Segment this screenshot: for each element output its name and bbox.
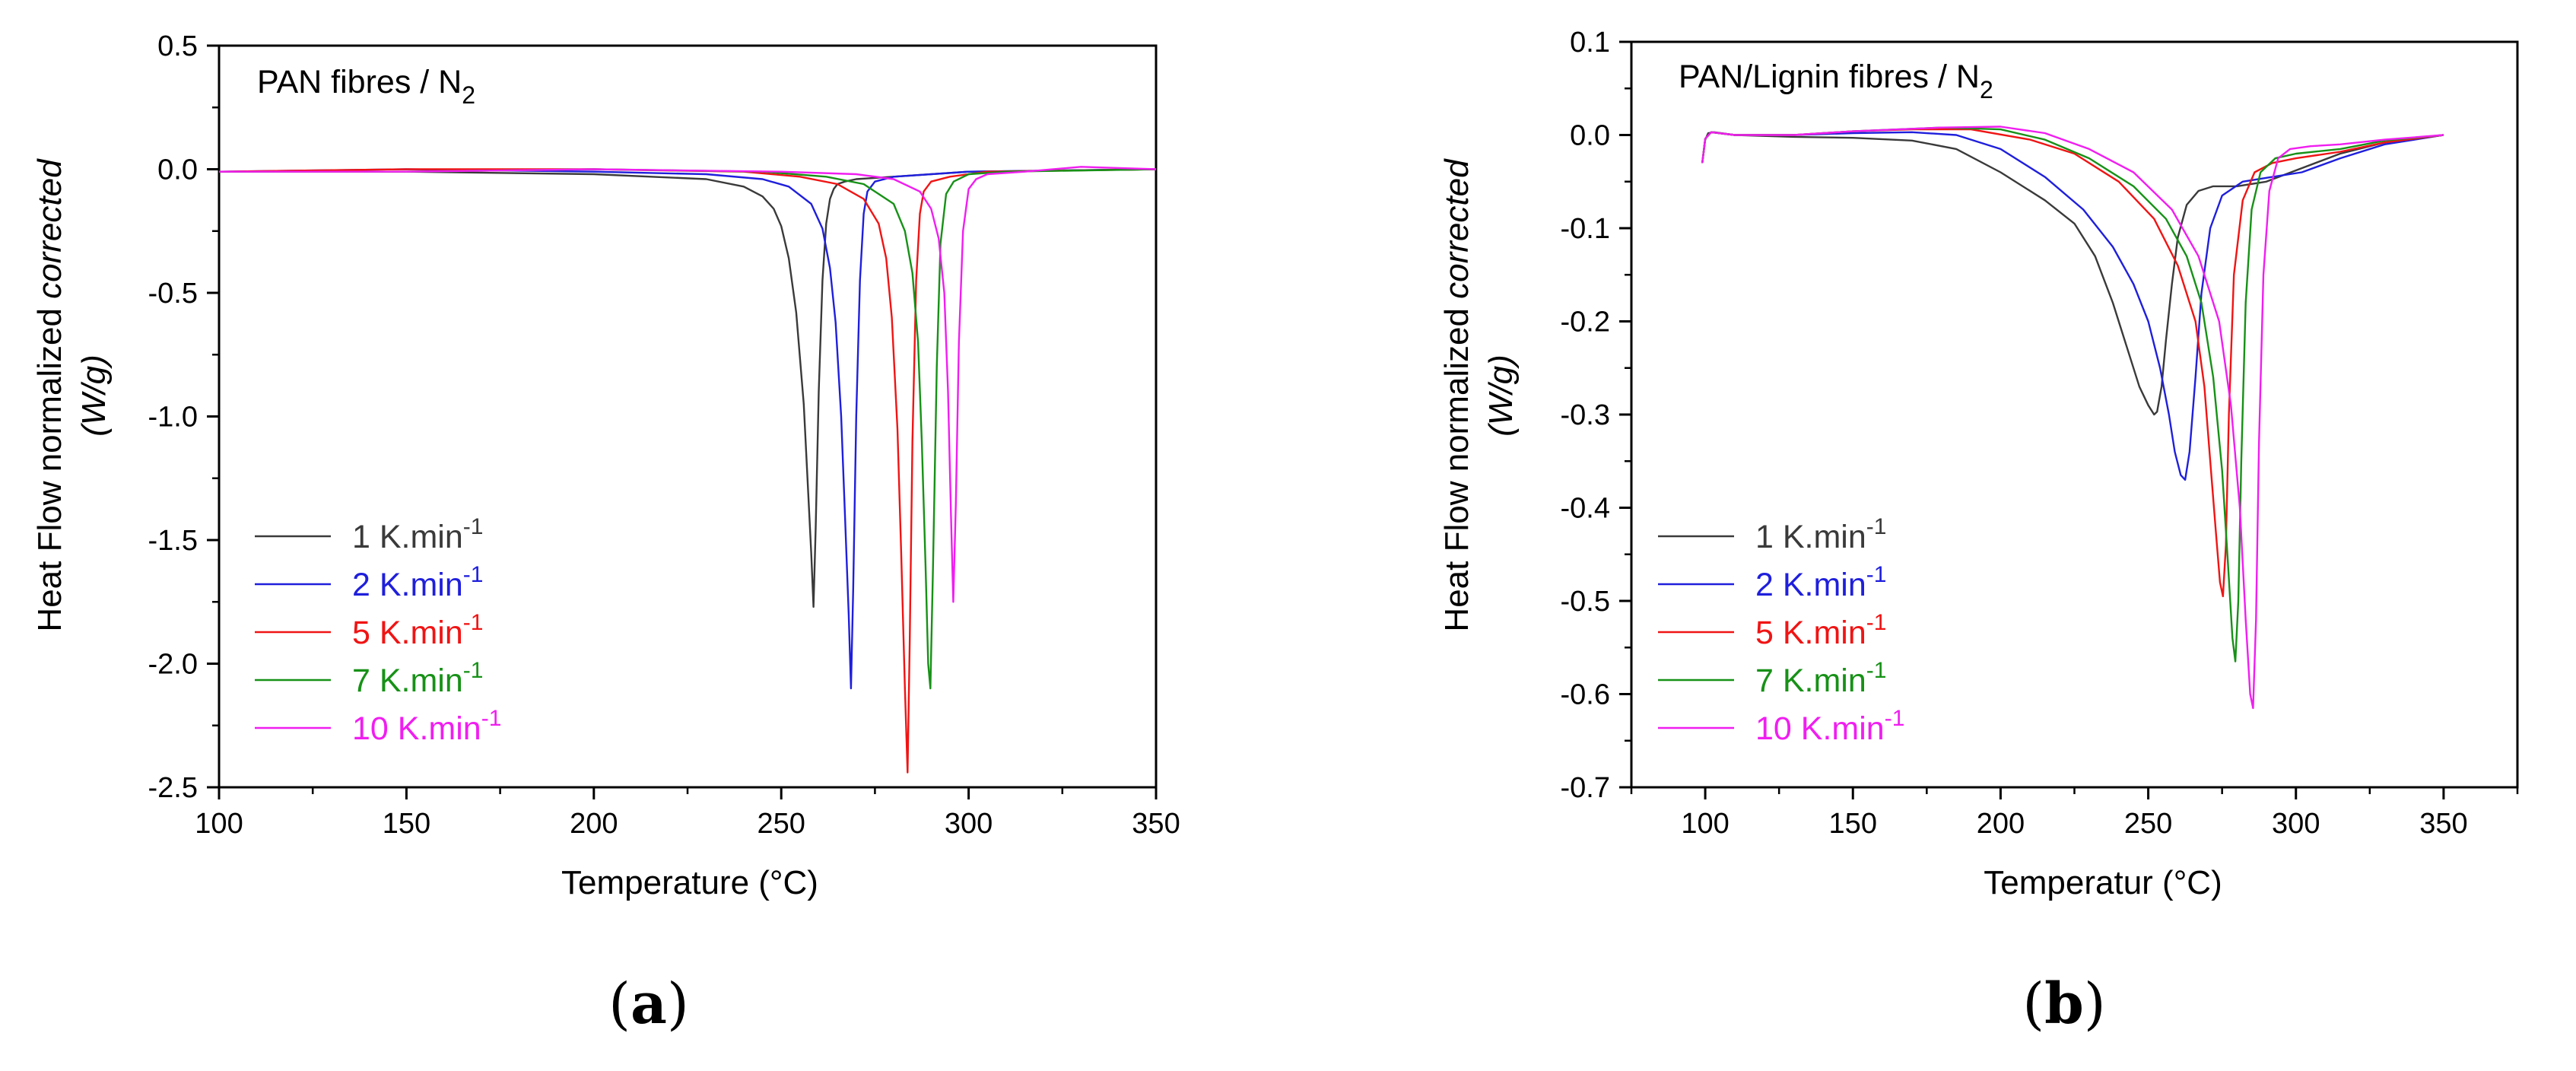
y-tick-label: -0.5 <box>1561 586 1610 618</box>
y-tick-label: -0.7 <box>1561 772 1610 804</box>
series-line-7K-a <box>219 168 1157 690</box>
panel-label-a: (a) <box>608 971 689 1037</box>
x-tick-label: 300 <box>2272 808 2320 840</box>
y-tick-label: 0.0 <box>157 154 198 186</box>
y-tick-label: 0.5 <box>157 30 198 62</box>
y-tick-label: -1.5 <box>148 525 198 557</box>
series-group-a <box>218 166 1157 774</box>
y-axis-label-b-line1: Heat Flow normalized corrected <box>1438 158 1475 632</box>
y-tick-label: -1.0 <box>148 402 198 434</box>
series-line-2K-b <box>1701 131 2444 481</box>
y-tick-label: -0.5 <box>148 278 198 310</box>
legend-label: 5 K.min-1 <box>1755 610 1886 651</box>
legend-label: 10 K.min-1 <box>1755 706 1904 747</box>
chart-title-b: PAN/Lignin fibres / N2 <box>1679 59 1993 103</box>
series-line-1K-a <box>219 168 1157 608</box>
panel-label-b: (b) <box>2022 971 2106 1037</box>
y-tick-label: -0.2 <box>1561 307 1610 338</box>
x-tick-label: 150 <box>1829 808 1877 840</box>
tick-group-a: 100 150 200 250 300 350 -2.5 -2.0 -1.5 -1.0 -0.5 0.… <box>148 30 1180 840</box>
legend-label: 5 K.min-1 <box>352 610 483 651</box>
y-tick-label: -0.4 <box>1561 493 1610 525</box>
x-axis-label-a: Temperature (°C) <box>561 864 818 901</box>
x-tick-label: 350 <box>1132 808 1180 840</box>
chart-panel-a: 100 150 200 250 300 350 -2.5 -2.0 -1.5 -1.0 -0.5 0.… <box>31 30 1180 1037</box>
series-line-2K-a <box>218 168 1157 690</box>
y-tick-label: -0.6 <box>1561 679 1610 711</box>
x-tick-label: 250 <box>2124 808 2172 840</box>
y-tick-label: 0.1 <box>1570 27 1610 59</box>
chart-panel-b: 100 150 200 250 300 350 -0.7 -0.6 -0.5 -0.4 -0.3 -0… <box>1438 27 2519 1037</box>
tick-group-b: 100 150 200 250 300 350 -0.7 -0.6 -0.5 -0.4 -0.3 -0… <box>1561 27 2519 840</box>
x-tick-label: 300 <box>945 808 993 840</box>
y-tick-label: 0.0 <box>1570 120 1610 152</box>
legend-label: 1 K.min-1 <box>1755 514 1886 555</box>
y-axis-label-a-line2: (W/g) <box>75 354 113 437</box>
x-tick-label: 200 <box>1977 808 2025 840</box>
legend-label: 7 K.min-1 <box>352 658 483 699</box>
series-line-10K-a <box>219 166 1157 603</box>
x-tick-label: 100 <box>1681 808 1729 840</box>
x-tick-label: 350 <box>2419 808 2467 840</box>
y-tick-label: -2.5 <box>148 772 198 804</box>
y-tick-label: -0.1 <box>1561 213 1610 245</box>
series-line-5K-a <box>218 168 1157 774</box>
legend-label: 2 K.min-1 <box>1755 562 1886 603</box>
legend-label: 2 K.min-1 <box>352 562 483 603</box>
legend-label: 7 K.min-1 <box>1755 658 1886 699</box>
y-tick-label: -2.0 <box>148 649 198 681</box>
legend-a: 1 K.min-1 2 K.min-1 5 K.min-1 7 K.min-1 10 K… <box>255 514 501 747</box>
chart-title-a: PAN fibres / N2 <box>257 64 475 109</box>
legend-label: 10 K.min-1 <box>352 706 501 747</box>
x-axis-label-b: Temperatur (°C) <box>1984 864 2222 901</box>
legend-b: 1 K.min-1 2 K.min-1 5 K.min-1 7 K.min-1 10 K… <box>1658 514 1904 747</box>
x-tick-label: 100 <box>195 808 243 840</box>
series-line-1K-b <box>1701 131 2444 416</box>
legend-label: 1 K.min-1 <box>352 514 483 555</box>
y-tick-label: -0.3 <box>1561 399 1610 431</box>
x-tick-label: 200 <box>570 808 618 840</box>
x-tick-label: 150 <box>383 808 430 840</box>
series-line-10K-b <box>1701 126 2444 710</box>
x-tick-label: 250 <box>757 808 805 840</box>
y-axis-label-a-line1: Heat Flow normalized corrected <box>31 158 68 632</box>
series-group-b <box>1701 126 2444 710</box>
y-axis-label-b-line2: (W/g) <box>1482 354 1520 437</box>
